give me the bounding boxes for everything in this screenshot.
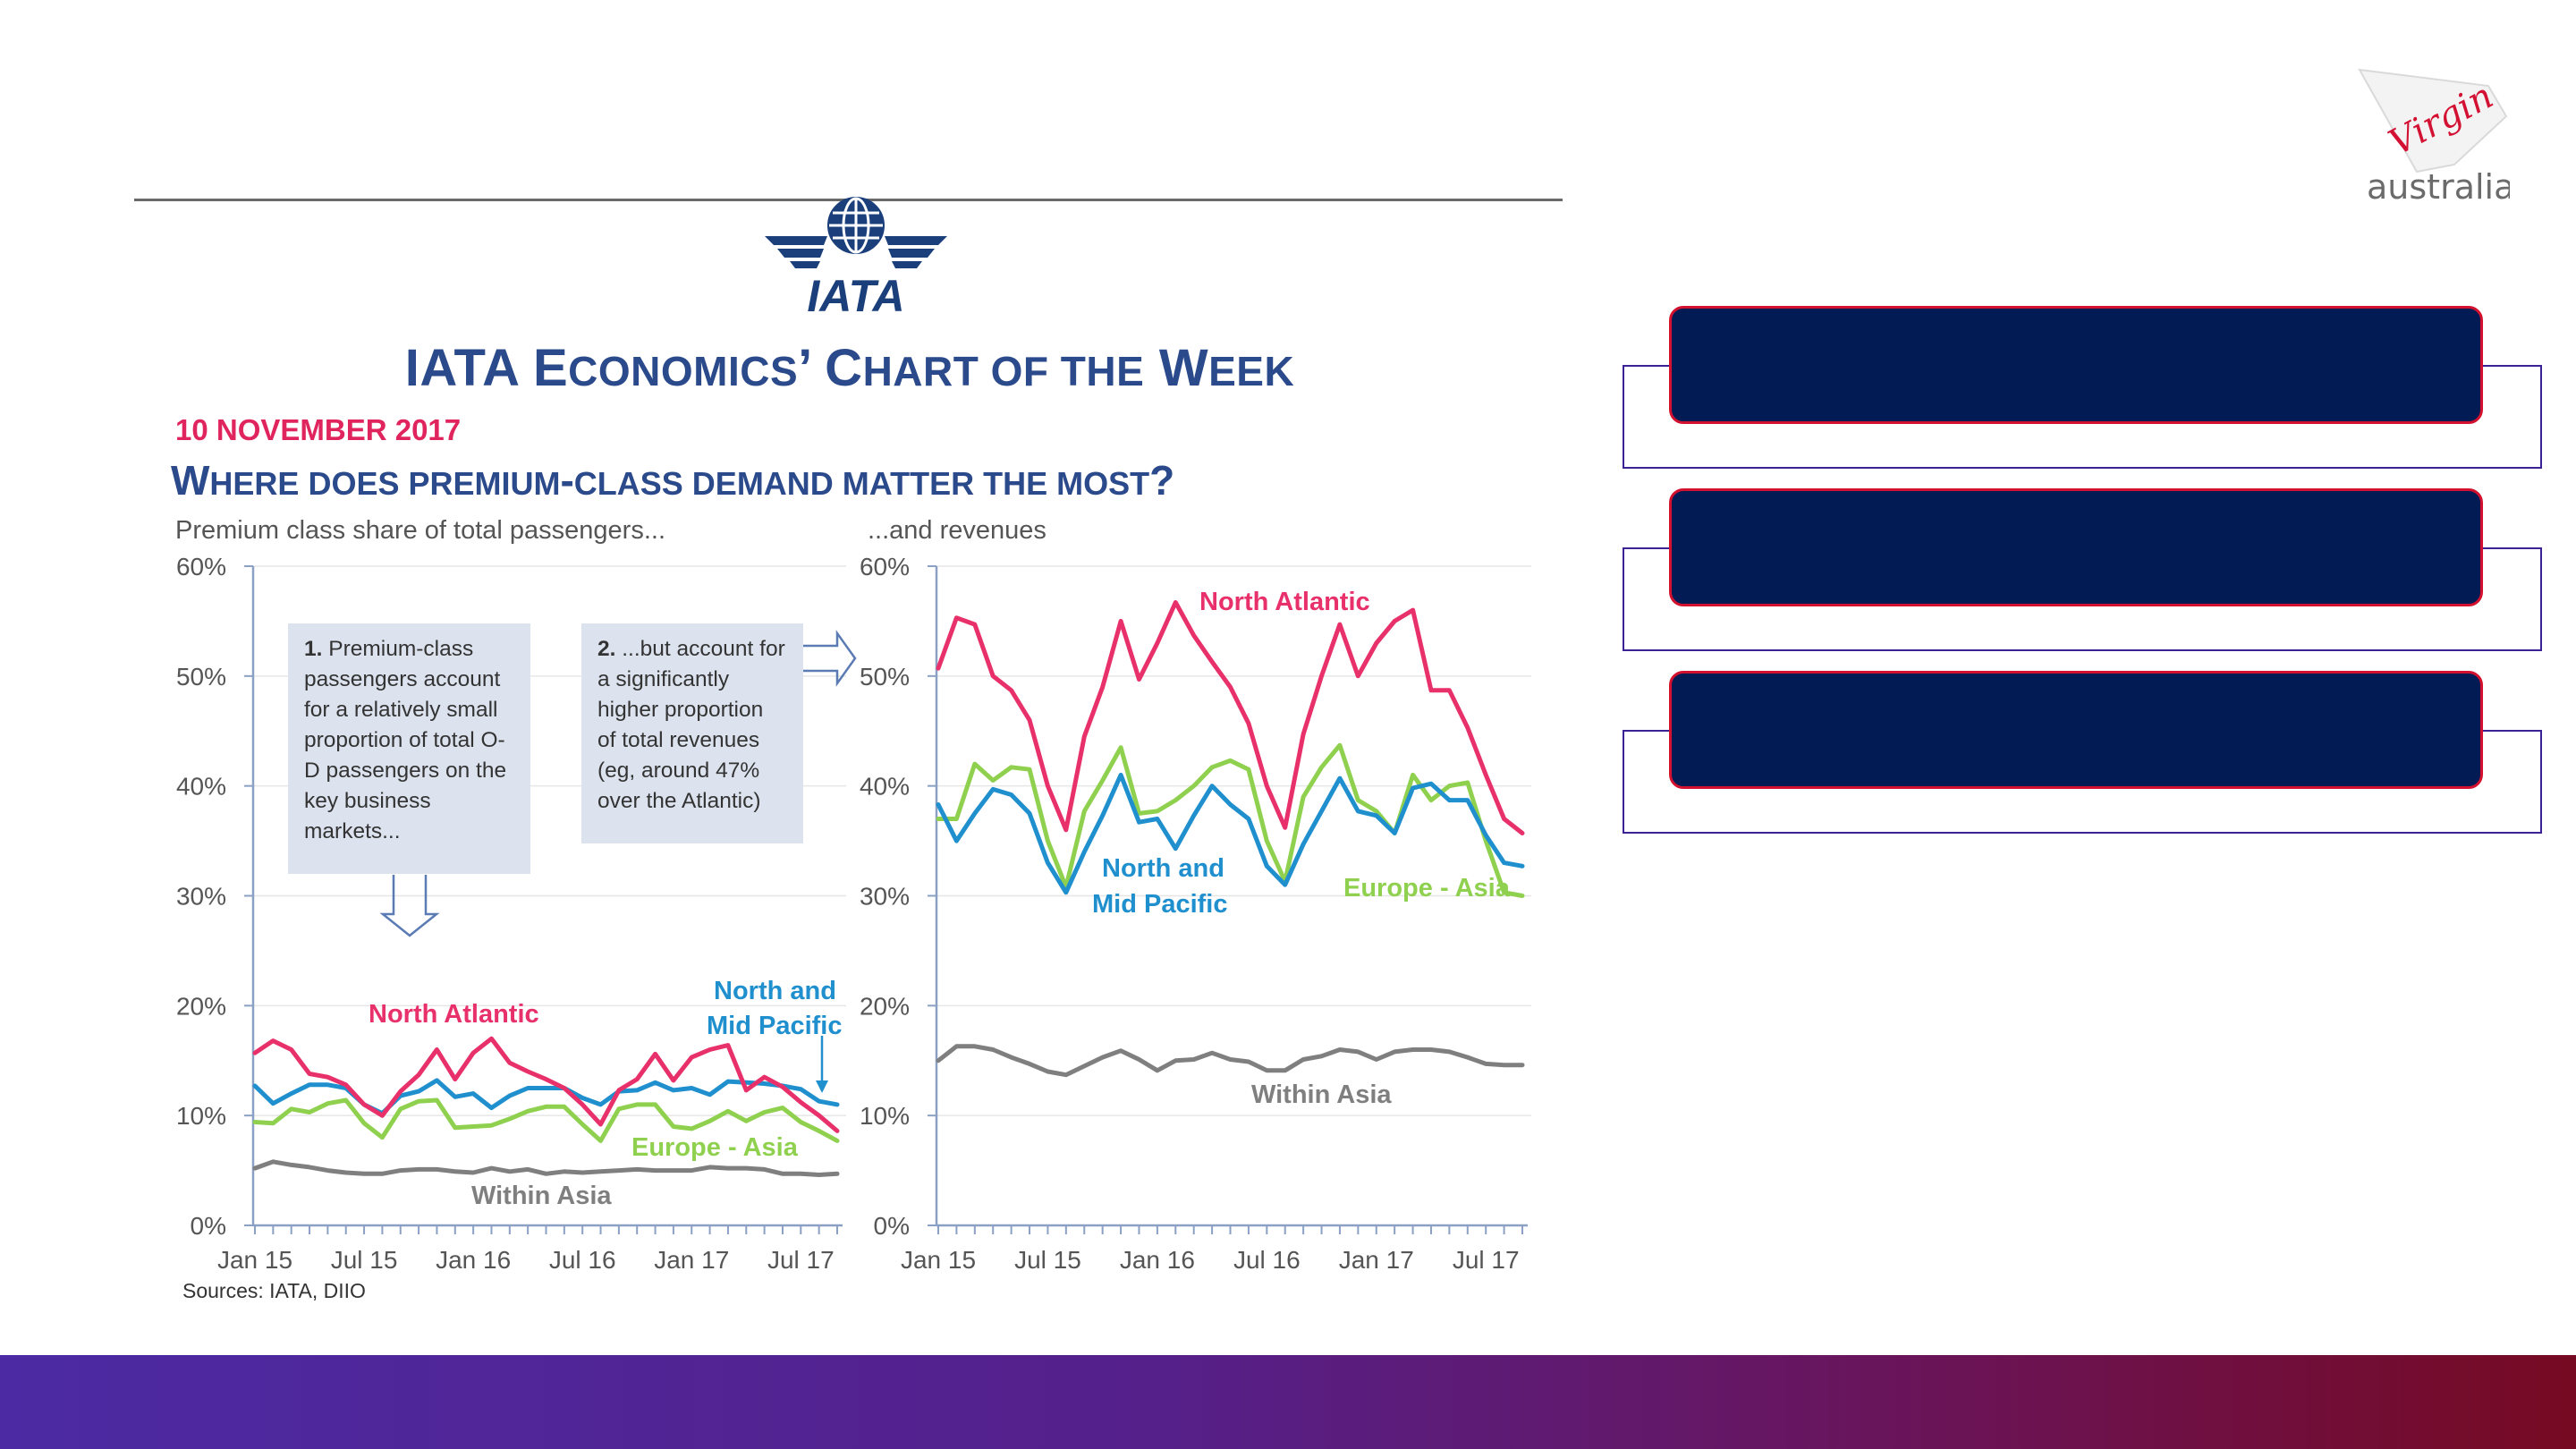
x-tick-label: Jan 16 — [436, 1246, 511, 1274]
chart-subtitle: Premium class share of total passengers.… — [175, 516, 665, 545]
virgin-australia-logo: Virgin australia — [2358, 68, 2510, 207]
x-tick-label: Jan 16 — [1120, 1246, 1195, 1274]
series-line-north-mid-pacific — [936, 772, 1525, 895]
x-tick-label: Jul 17 — [767, 1246, 835, 1274]
y-tick-label: 10% — [176, 1102, 226, 1130]
x-tick-label: Jul 16 — [1233, 1246, 1301, 1274]
series-line-europe-asia — [936, 742, 1525, 898]
chart-subtitle: ...and revenues — [868, 516, 1046, 545]
y-tick-label: 20% — [176, 992, 226, 1020]
arrow-right-icon — [803, 630, 857, 687]
y-tick-label: 0% — [191, 1212, 226, 1240]
label-north-mid-pacific: North and — [1102, 854, 1224, 883]
pointer-arrowhead-icon — [816, 1080, 828, 1093]
label-north-mid-pacific: Mid Pacific — [1092, 890, 1228, 919]
footer-gradient-bar — [0, 1355, 2576, 1449]
x-tick-label: Jul 15 — [1014, 1246, 1081, 1274]
x-tick-label: Jul 15 — [331, 1246, 398, 1274]
page-title: IATA ECONOMICS’ CHART OF THE WEEK — [404, 339, 1295, 397]
panel-box-2 — [1669, 488, 2483, 606]
y-tick-label: 60% — [176, 553, 226, 580]
y-tick-label: 40% — [860, 773, 910, 801]
note-passengers: 1. Premium-class passengers account for … — [288, 623, 530, 874]
y-tick-label: 30% — [860, 883, 910, 911]
iata-logo: IATA — [765, 197, 947, 315]
y-tick-label: 40% — [176, 773, 226, 801]
y-tick-label: 20% — [860, 992, 910, 1020]
label-north-mid-pacific: Mid Pacific — [707, 1012, 843, 1040]
y-tick-label: 10% — [860, 1102, 910, 1130]
y-tick-label: 60% — [860, 553, 910, 580]
y-tick-label: 0% — [874, 1212, 910, 1240]
panel-box-1 — [1669, 306, 2483, 424]
label-europe-asia: Europe - Asia — [631, 1133, 799, 1162]
x-tick-label: Jan 15 — [901, 1246, 976, 1274]
chart-question: WHERE DOES PREMIUM-CLASS DEMAND MATTER T… — [171, 457, 1175, 504]
label-europe-asia: Europe - Asia — [1343, 874, 1511, 902]
tail-icon — [2358, 68, 2508, 174]
series-line-within-asia — [252, 1159, 840, 1177]
y-tick-label: 50% — [860, 663, 910, 691]
y-tick-label: 50% — [176, 663, 226, 691]
y-tick-label: 30% — [176, 883, 226, 911]
iata-logo-text: IATA — [807, 271, 904, 315]
series-line-north-atlantic — [252, 1036, 840, 1133]
australia-text: australia — [2367, 167, 2510, 207]
x-tick-label: Jan 17 — [654, 1246, 729, 1274]
wings-icon — [765, 236, 947, 268]
globe-icon — [827, 197, 885, 254]
label-within-asia: Within Asia — [471, 1182, 612, 1210]
x-tick-label: Jan 15 — [217, 1246, 292, 1274]
report-date: 10 NOVEMBER 2017 — [175, 413, 462, 446]
x-tick-label: Jan 17 — [1339, 1246, 1414, 1274]
note-revenues: 2. ...but account for a significantly hi… — [581, 623, 803, 843]
series-line-north-atlantic — [936, 600, 1525, 835]
x-tick-label: Jul 17 — [1453, 1246, 1520, 1274]
series-line-within-asia — [936, 1044, 1525, 1078]
arrow-down-icon — [379, 875, 440, 937]
panel-box-3 — [1669, 671, 2483, 789]
x-tick-label: Jul 16 — [549, 1246, 616, 1274]
label-within-asia: Within Asia — [1251, 1080, 1392, 1109]
sources-text: Sources: IATA, DIIO — [182, 1279, 366, 1302]
series-line-europe-asia — [252, 1097, 840, 1143]
label-north-mid-pacific: North and — [714, 977, 836, 1005]
label-north-atlantic: North Atlantic — [369, 1000, 539, 1029]
label-north-atlantic: North Atlantic — [1199, 588, 1370, 616]
